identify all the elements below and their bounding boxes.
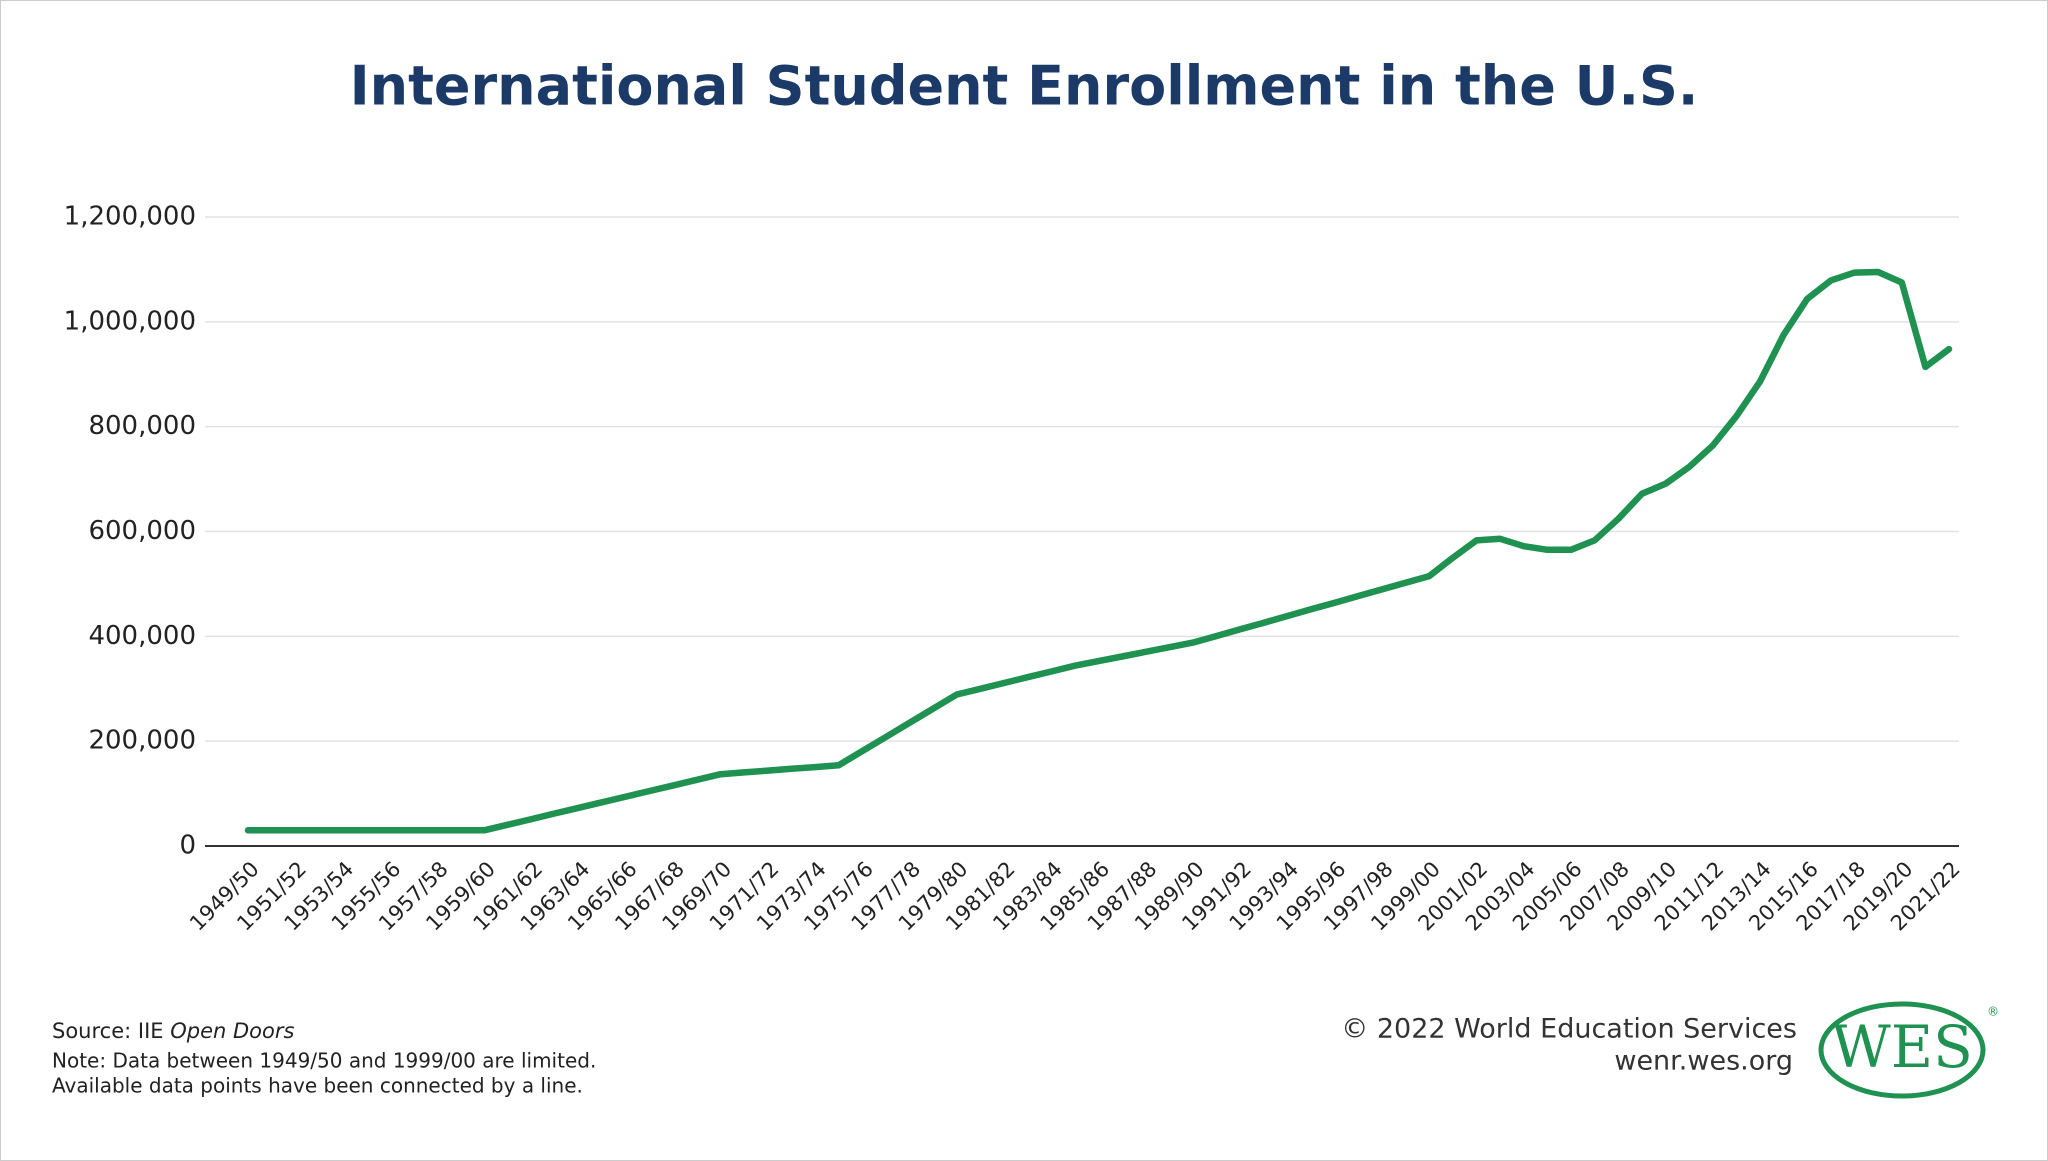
y-tick-label: 400,000 bbox=[88, 621, 196, 651]
chart-title: International Student Enrollment in the … bbox=[350, 55, 1699, 118]
logo-ring bbox=[1818, 1001, 1986, 1099]
source-label: Source: IIE bbox=[52, 1019, 164, 1043]
note: Note: Data between 1949/50 and 1999/00 a… bbox=[52, 1049, 596, 1073]
logo: WES bbox=[1831, 1013, 1973, 1081]
y-tick-label: 0 bbox=[179, 831, 196, 861]
y-tick-label: 800,000 bbox=[88, 411, 196, 441]
copyright: © 2022 World Education Services bbox=[1341, 1014, 1797, 1045]
y-tick-label: 1,200,000 bbox=[64, 202, 196, 232]
logo-mark: ® bbox=[1987, 1005, 1999, 1019]
note: Available data points have been connecte… bbox=[52, 1074, 583, 1098]
y-tick-label: 200,000 bbox=[88, 726, 196, 756]
line bbox=[244, 268, 1953, 834]
y-tick-label: 600,000 bbox=[88, 516, 196, 546]
source-title: Open Doors bbox=[170, 1019, 294, 1043]
y-tick-label: 1,000,000 bbox=[64, 306, 196, 336]
url: wenr.wes.org bbox=[1614, 1046, 1793, 1077]
source: Source: IIE Open Doors bbox=[52, 1019, 294, 1043]
